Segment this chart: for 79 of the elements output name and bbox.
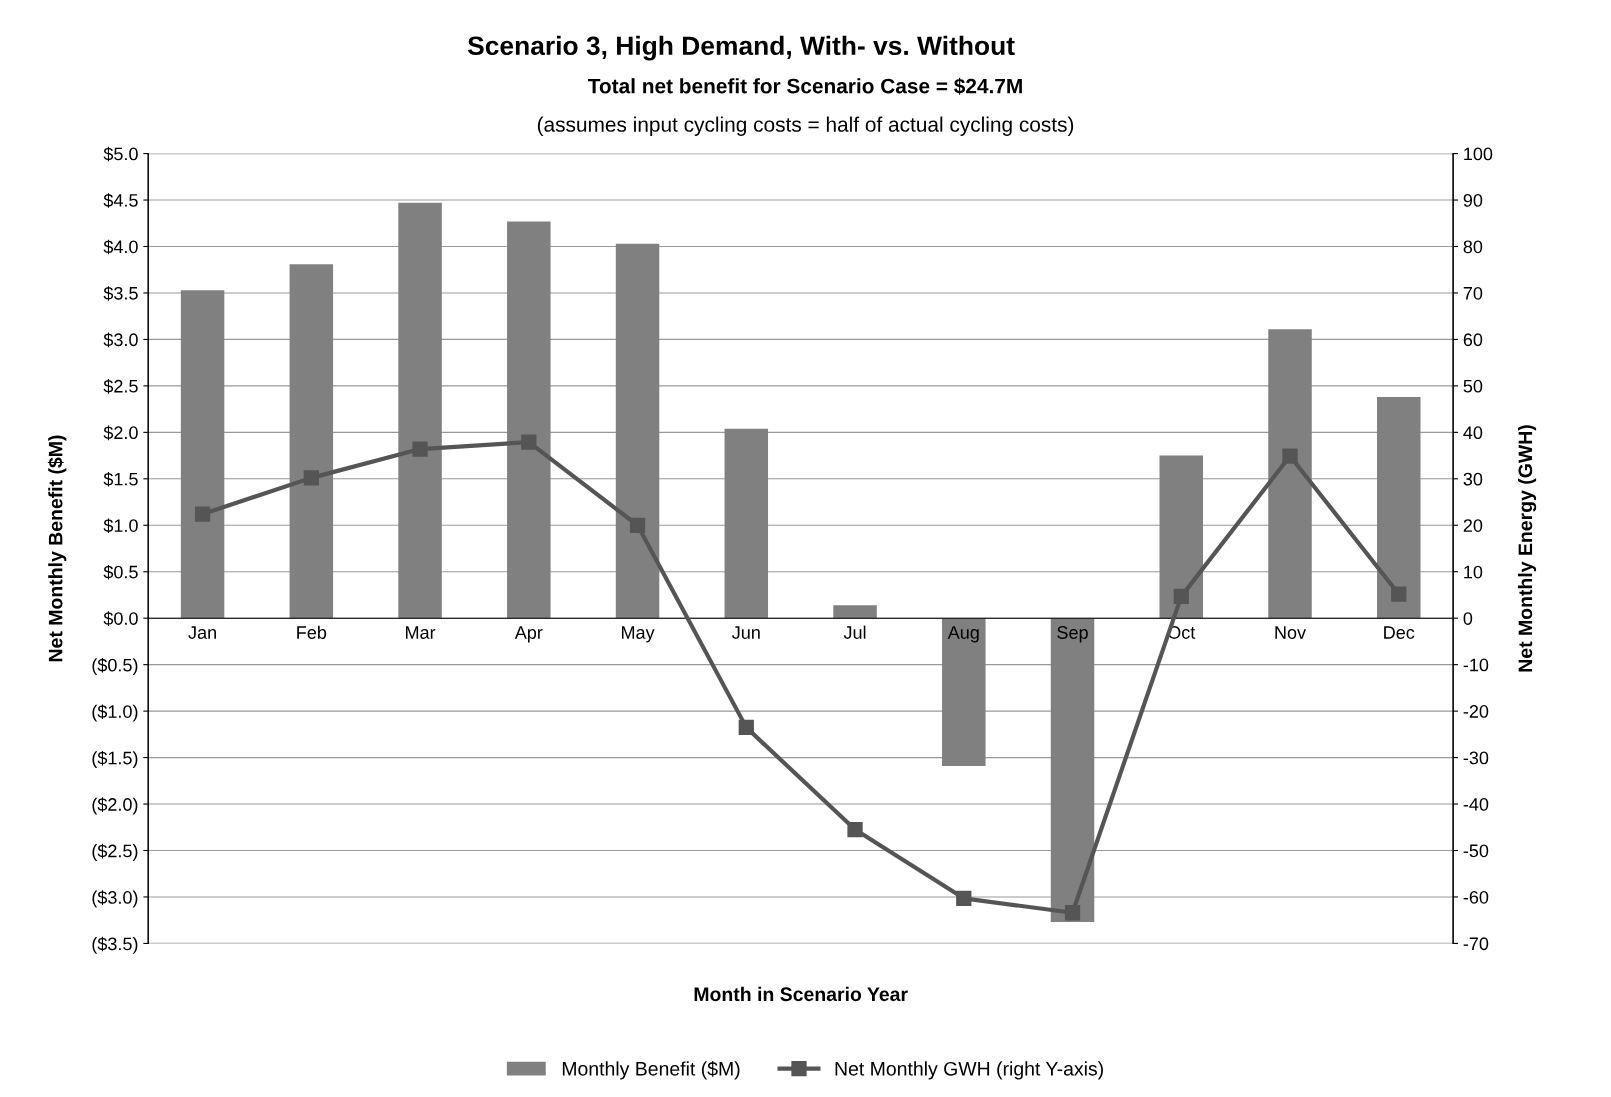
- y2-tick-label: 60: [1463, 333, 1483, 347]
- y-tick-label: ($3.0): [92, 890, 138, 908]
- bar: [724, 428, 769, 619]
- point: [194, 506, 211, 522]
- y-tick-label: $2.5: [103, 379, 138, 394]
- point: [629, 517, 646, 533]
- y2-tick-label: -50: [1463, 844, 1489, 858]
- y2-tick-label: -20: [1463, 705, 1489, 718]
- x-tick-label: Sep: [1057, 626, 1088, 643]
- bar: [1377, 397, 1421, 619]
- x-tick-label: Mar: [406, 626, 436, 639]
- x-tick-label: Nov: [1275, 626, 1306, 639]
- y-tick-label: ($1.0): [92, 704, 138, 722]
- point: [1282, 448, 1298, 464]
- bar: [1268, 329, 1312, 619]
- point: [1064, 905, 1081, 921]
- text: (assumes input cycling costs = half of actual cycling costs): [537, 116, 1074, 136]
- y-tick-label: $4.0: [103, 239, 138, 255]
- y-tick-label: $3.5: [103, 286, 138, 301]
- bar: [1050, 618, 1095, 923]
- x-tick-label: Dec: [1384, 626, 1415, 639]
- y2-tick-label: 40: [1463, 426, 1483, 440]
- bar: [289, 264, 334, 619]
- y2-tick-label: -30: [1463, 751, 1489, 765]
- y2-tick-label: 100: [1464, 147, 1493, 161]
- legend-label: Monthly Benefit ($M): [562, 1061, 740, 1080]
- x-tick-label: Jul: [843, 625, 866, 639]
- x-tick-label: Jun: [732, 626, 760, 639]
- point: [521, 434, 537, 450]
- bar: [507, 221, 551, 619]
- y-tick-label: ($2.0): [92, 797, 138, 815]
- point: [738, 719, 754, 736]
- y-tick-label: $3.0: [103, 332, 138, 348]
- x-tick-label: May: [621, 626, 655, 643]
- y2-tick-label: -10: [1463, 658, 1489, 672]
- x-tick-label: Jan: [188, 626, 216, 639]
- y2-tick-label: 10: [1464, 565, 1483, 579]
- y-tick-label: $0.0: [103, 611, 138, 626]
- y2-tick-label: -60: [1463, 890, 1489, 904]
- bar: [942, 618, 986, 766]
- point: [956, 890, 972, 906]
- y2-tick-label: 0: [1463, 612, 1473, 625]
- legend-label: Net Monthly GWH (right Y-axis): [835, 1061, 1103, 1080]
- y2-tick-label: -70: [1463, 937, 1489, 951]
- y-tick-label: ($2.5): [92, 843, 138, 861]
- y2-tick-label: 70: [1463, 286, 1483, 300]
- bar: [180, 290, 225, 619]
- point: [1173, 588, 1189, 604]
- x-axis-title: Month in Scenario Year: [694, 986, 908, 1002]
- x-tick-label: Feb: [297, 625, 327, 639]
- x-tick-label: Aug: [947, 626, 979, 643]
- y2-tick-label: 50: [1463, 379, 1483, 393]
- y2-tick-label: 30: [1463, 472, 1483, 486]
- y-axis-title: Net Monthly Benefit ($M): [47, 435, 67, 662]
- bar: [833, 605, 877, 619]
- point: [1391, 586, 1407, 602]
- chart-title: Scenario 3, High Demand, With- vs. Without: [467, 35, 1015, 61]
- y-tick-label: $1.0: [103, 518, 138, 534]
- point: [303, 470, 319, 486]
- y-tick-label: $5.0: [103, 146, 138, 162]
- x-tick-label: Apr: [514, 626, 543, 643]
- y2-tick-label: -40: [1463, 797, 1489, 811]
- y-tick-label: ($1.5): [92, 750, 138, 768]
- bar: [615, 243, 660, 619]
- y2-tick-label: 80: [1463, 240, 1483, 254]
- point: [847, 821, 863, 838]
- y-tick-label: $2.0: [103, 425, 138, 441]
- y-tick-label: $0.5: [103, 564, 138, 580]
- bar: [398, 202, 442, 619]
- y-tick-label: ($3.5): [92, 936, 138, 954]
- bar: [1159, 455, 1204, 619]
- y-tick-label: $4.5: [103, 193, 138, 208]
- y-tick-label: ($0.5): [92, 657, 138, 676]
- y2-tick-label: 90: [1463, 193, 1483, 207]
- chart-subtitle: Total net benefit for Scenario Case = $24.7M: [587, 77, 1022, 95]
- y2-axis-title: Net Monthly Energy (GWH): [1517, 425, 1537, 672]
- y2-tick-label: 20: [1463, 519, 1483, 532]
- point: [412, 441, 428, 457]
- y-tick-label: $1.5: [103, 471, 138, 487]
